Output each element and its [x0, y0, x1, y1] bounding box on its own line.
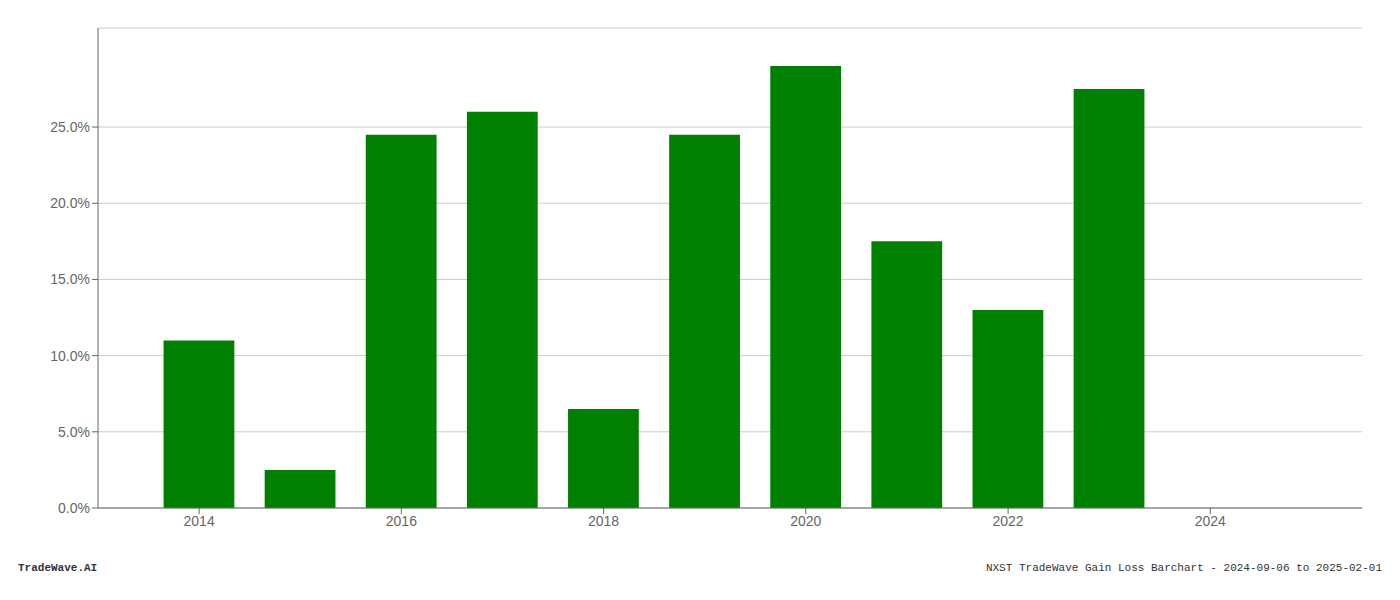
svg-text:2024: 2024	[1195, 513, 1226, 529]
svg-text:10.0%: 10.0%	[50, 348, 90, 364]
svg-text:0.0%: 0.0%	[58, 500, 90, 516]
svg-text:2022: 2022	[993, 513, 1024, 529]
svg-text:25.0%: 25.0%	[50, 119, 90, 135]
svg-text:2014: 2014	[184, 513, 215, 529]
svg-text:20.0%: 20.0%	[50, 195, 90, 211]
html-text:TradeWave.AI: TradeWave.AI	[18, 562, 98, 574]
svg-text:15.0%: 15.0%	[50, 271, 90, 287]
html-text:NXST TradeWave Gain Loss Barch: NXST TradeWave Gain Loss Barchart - 2024…	[985, 562, 1382, 574]
svg-text:2016: 2016	[386, 513, 417, 529]
svg-text:5.0%: 5.0%	[58, 424, 90, 440]
svg-text:2018: 2018	[588, 513, 619, 529]
svg-text:2020: 2020	[790, 513, 821, 529]
